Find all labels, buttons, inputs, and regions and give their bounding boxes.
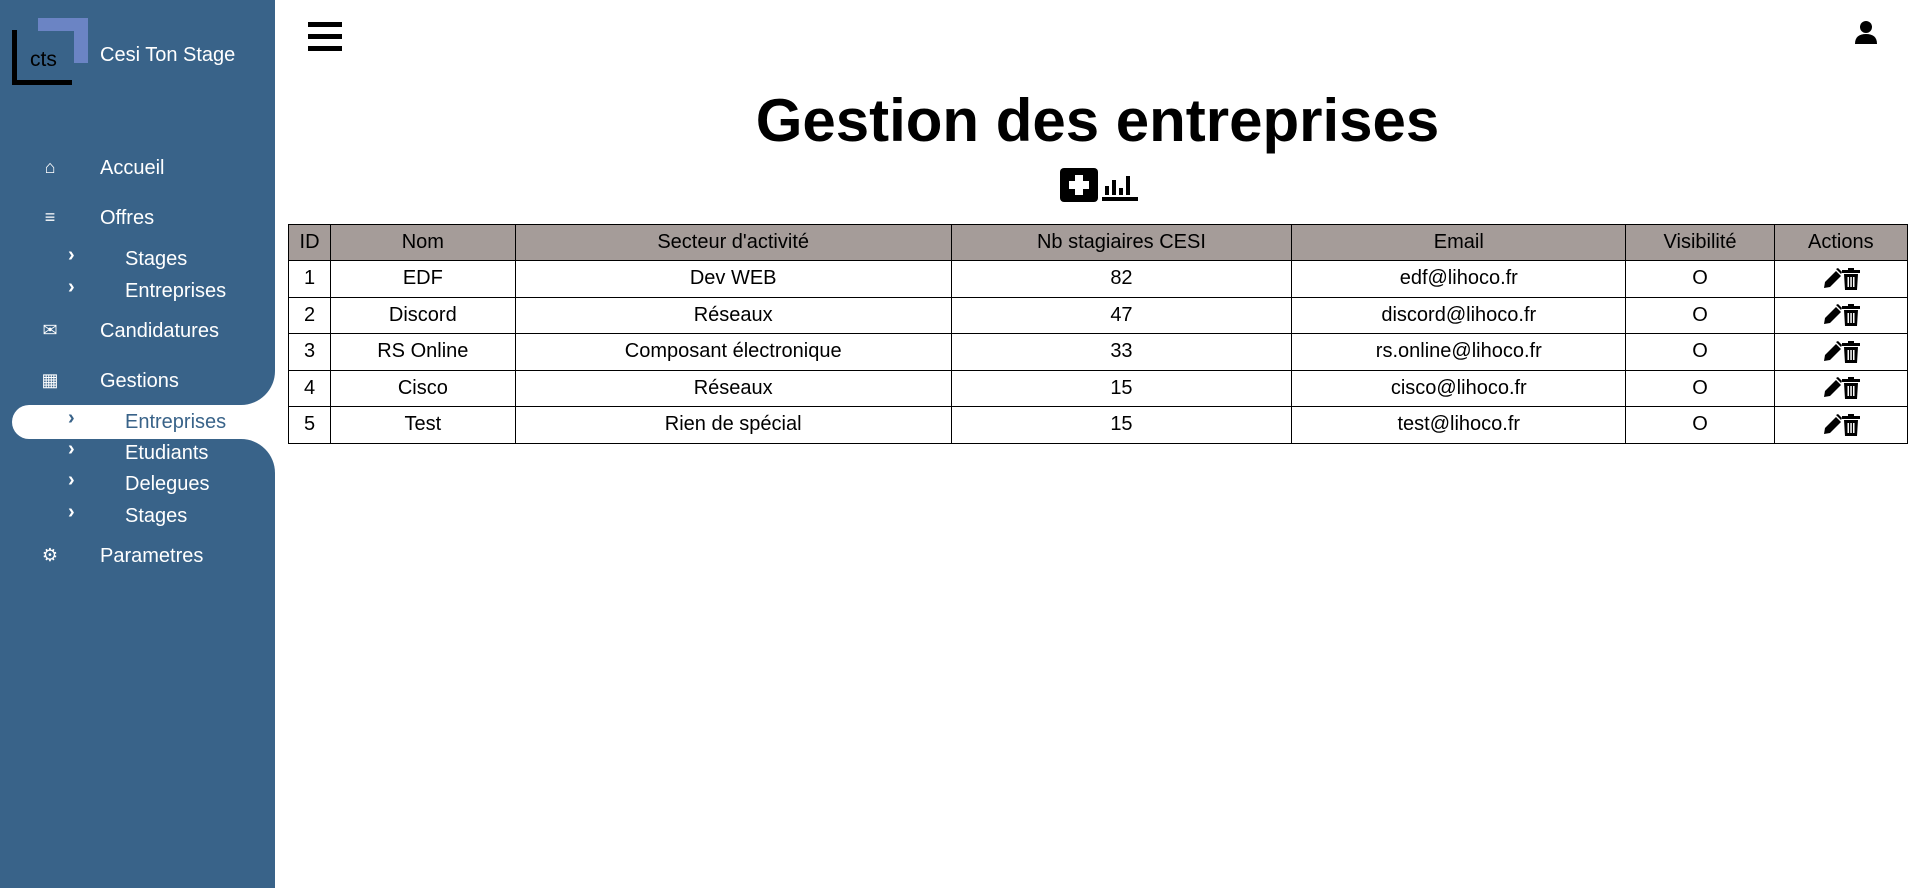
trash-icon[interactable] xyxy=(1841,304,1860,327)
edit-icon[interactable] xyxy=(1822,377,1842,399)
trash-icon[interactable] xyxy=(1841,267,1860,290)
actions-cell xyxy=(1773,406,1909,444)
trash-icon[interactable] xyxy=(1841,377,1860,400)
table-cell: O xyxy=(1625,296,1775,334)
table-cell: Test xyxy=(330,406,516,444)
actions-cell xyxy=(1773,369,1909,407)
chevron-right-icon: › xyxy=(68,244,75,266)
actions-cell xyxy=(1773,296,1909,334)
column-header: Nom xyxy=(330,224,516,261)
table-cell: 15 xyxy=(950,406,1293,444)
brand-name: Cesi Ton Stage xyxy=(100,44,236,66)
sidebar: cts Cesi Ton Stage ⌂ Accueil ≡ Offres › … xyxy=(0,0,275,888)
table-cell: O xyxy=(1625,369,1775,407)
logo: cts xyxy=(12,18,92,94)
chevron-right-icon: › xyxy=(68,407,75,429)
table-cell: EDF xyxy=(330,260,516,298)
actions-cell xyxy=(1773,260,1909,298)
table-cell: Composant électronique xyxy=(514,333,952,371)
column-header: Secteur d'activité xyxy=(514,224,952,261)
actions-cell xyxy=(1773,333,1909,371)
sitemap-icon: ▦ xyxy=(41,370,59,390)
trash-icon[interactable] xyxy=(1841,413,1860,436)
hamburger-icon[interactable] xyxy=(308,22,342,52)
table-cell: Cisco xyxy=(330,369,516,407)
table-cell: edf@lihoco.fr xyxy=(1291,260,1627,298)
table-cell: discord@lihoco.fr xyxy=(1291,296,1627,334)
table-cell: 47 xyxy=(950,296,1293,334)
table-cell: Réseaux xyxy=(514,296,952,334)
table-row: 1 EDF Dev WEB 82 edf@lihoco.fr O xyxy=(287,260,1909,298)
table-cell: Discord xyxy=(330,296,516,334)
column-header: Actions xyxy=(1773,224,1909,261)
table-row: 4 Cisco Réseaux 15 cisco@lihoco.fr O xyxy=(287,369,1909,407)
table-row: 3 RS Online Composant électronique 33 rs.onl… xyxy=(287,333,1909,371)
table-cell: 4 xyxy=(287,369,332,407)
table-cell: 82 xyxy=(950,260,1293,298)
edit-icon[interactable] xyxy=(1822,340,1842,363)
companies-table: ID Nom Secteur d'activité Nb stagiaires CES… xyxy=(287,224,1909,444)
table-cell: Réseaux xyxy=(514,369,952,407)
table-cell: Rien de spécial xyxy=(514,406,952,444)
column-header: Visibilité xyxy=(1625,224,1775,261)
active-indicator xyxy=(12,405,275,439)
table-cell: O xyxy=(1625,406,1775,444)
layers-icon: ≡ xyxy=(44,207,56,227)
table-cell: Dev WEB xyxy=(514,260,952,298)
table-cell: 2 xyxy=(287,296,332,334)
edit-icon[interactable] xyxy=(1822,304,1842,326)
table-cell: 3 xyxy=(287,333,332,371)
envelope-icon: ✉ xyxy=(42,320,58,340)
table-cell: test@lihoco.fr xyxy=(1291,406,1627,444)
table-cell: rs.online@lihoco.fr xyxy=(1291,333,1627,371)
table-cell: O xyxy=(1625,333,1775,371)
home-icon: ⌂ xyxy=(44,157,56,177)
table-cell: cisco@lihoco.fr xyxy=(1291,369,1627,407)
table-cell: 15 xyxy=(950,369,1293,407)
edit-icon[interactable] xyxy=(1822,267,1842,290)
column-header: ID xyxy=(287,224,332,261)
table-cell: 5 xyxy=(287,406,332,444)
table-row: 5 Test Rien de spécial 15 test@lihoco.fr O xyxy=(287,406,1909,444)
add-company-icon[interactable] xyxy=(1060,168,1098,202)
chevron-right-icon: › xyxy=(68,438,75,460)
page-title: Gestion des entreprises xyxy=(755,87,1440,154)
chevron-right-icon: › xyxy=(68,501,75,523)
chevron-right-icon: › xyxy=(68,276,75,298)
gear-icon: ⚙ xyxy=(41,545,59,565)
table-cell: RS Online xyxy=(330,333,516,371)
user-icon[interactable] xyxy=(1855,20,1877,44)
edit-icon[interactable] xyxy=(1822,413,1842,436)
chevron-right-icon: › xyxy=(68,469,75,491)
table-cell: 33 xyxy=(950,333,1293,371)
table-cell: 1 xyxy=(287,260,332,298)
table-row: 2 Discord Réseaux 47 discord@lihoco.fr O xyxy=(287,296,1909,334)
statistics-icon[interactable] xyxy=(1102,168,1138,202)
column-header: Email xyxy=(1291,224,1627,261)
column-header: Nb stagiaires CESI xyxy=(950,224,1293,261)
table-cell: O xyxy=(1625,260,1775,298)
trash-icon[interactable] xyxy=(1841,340,1860,363)
